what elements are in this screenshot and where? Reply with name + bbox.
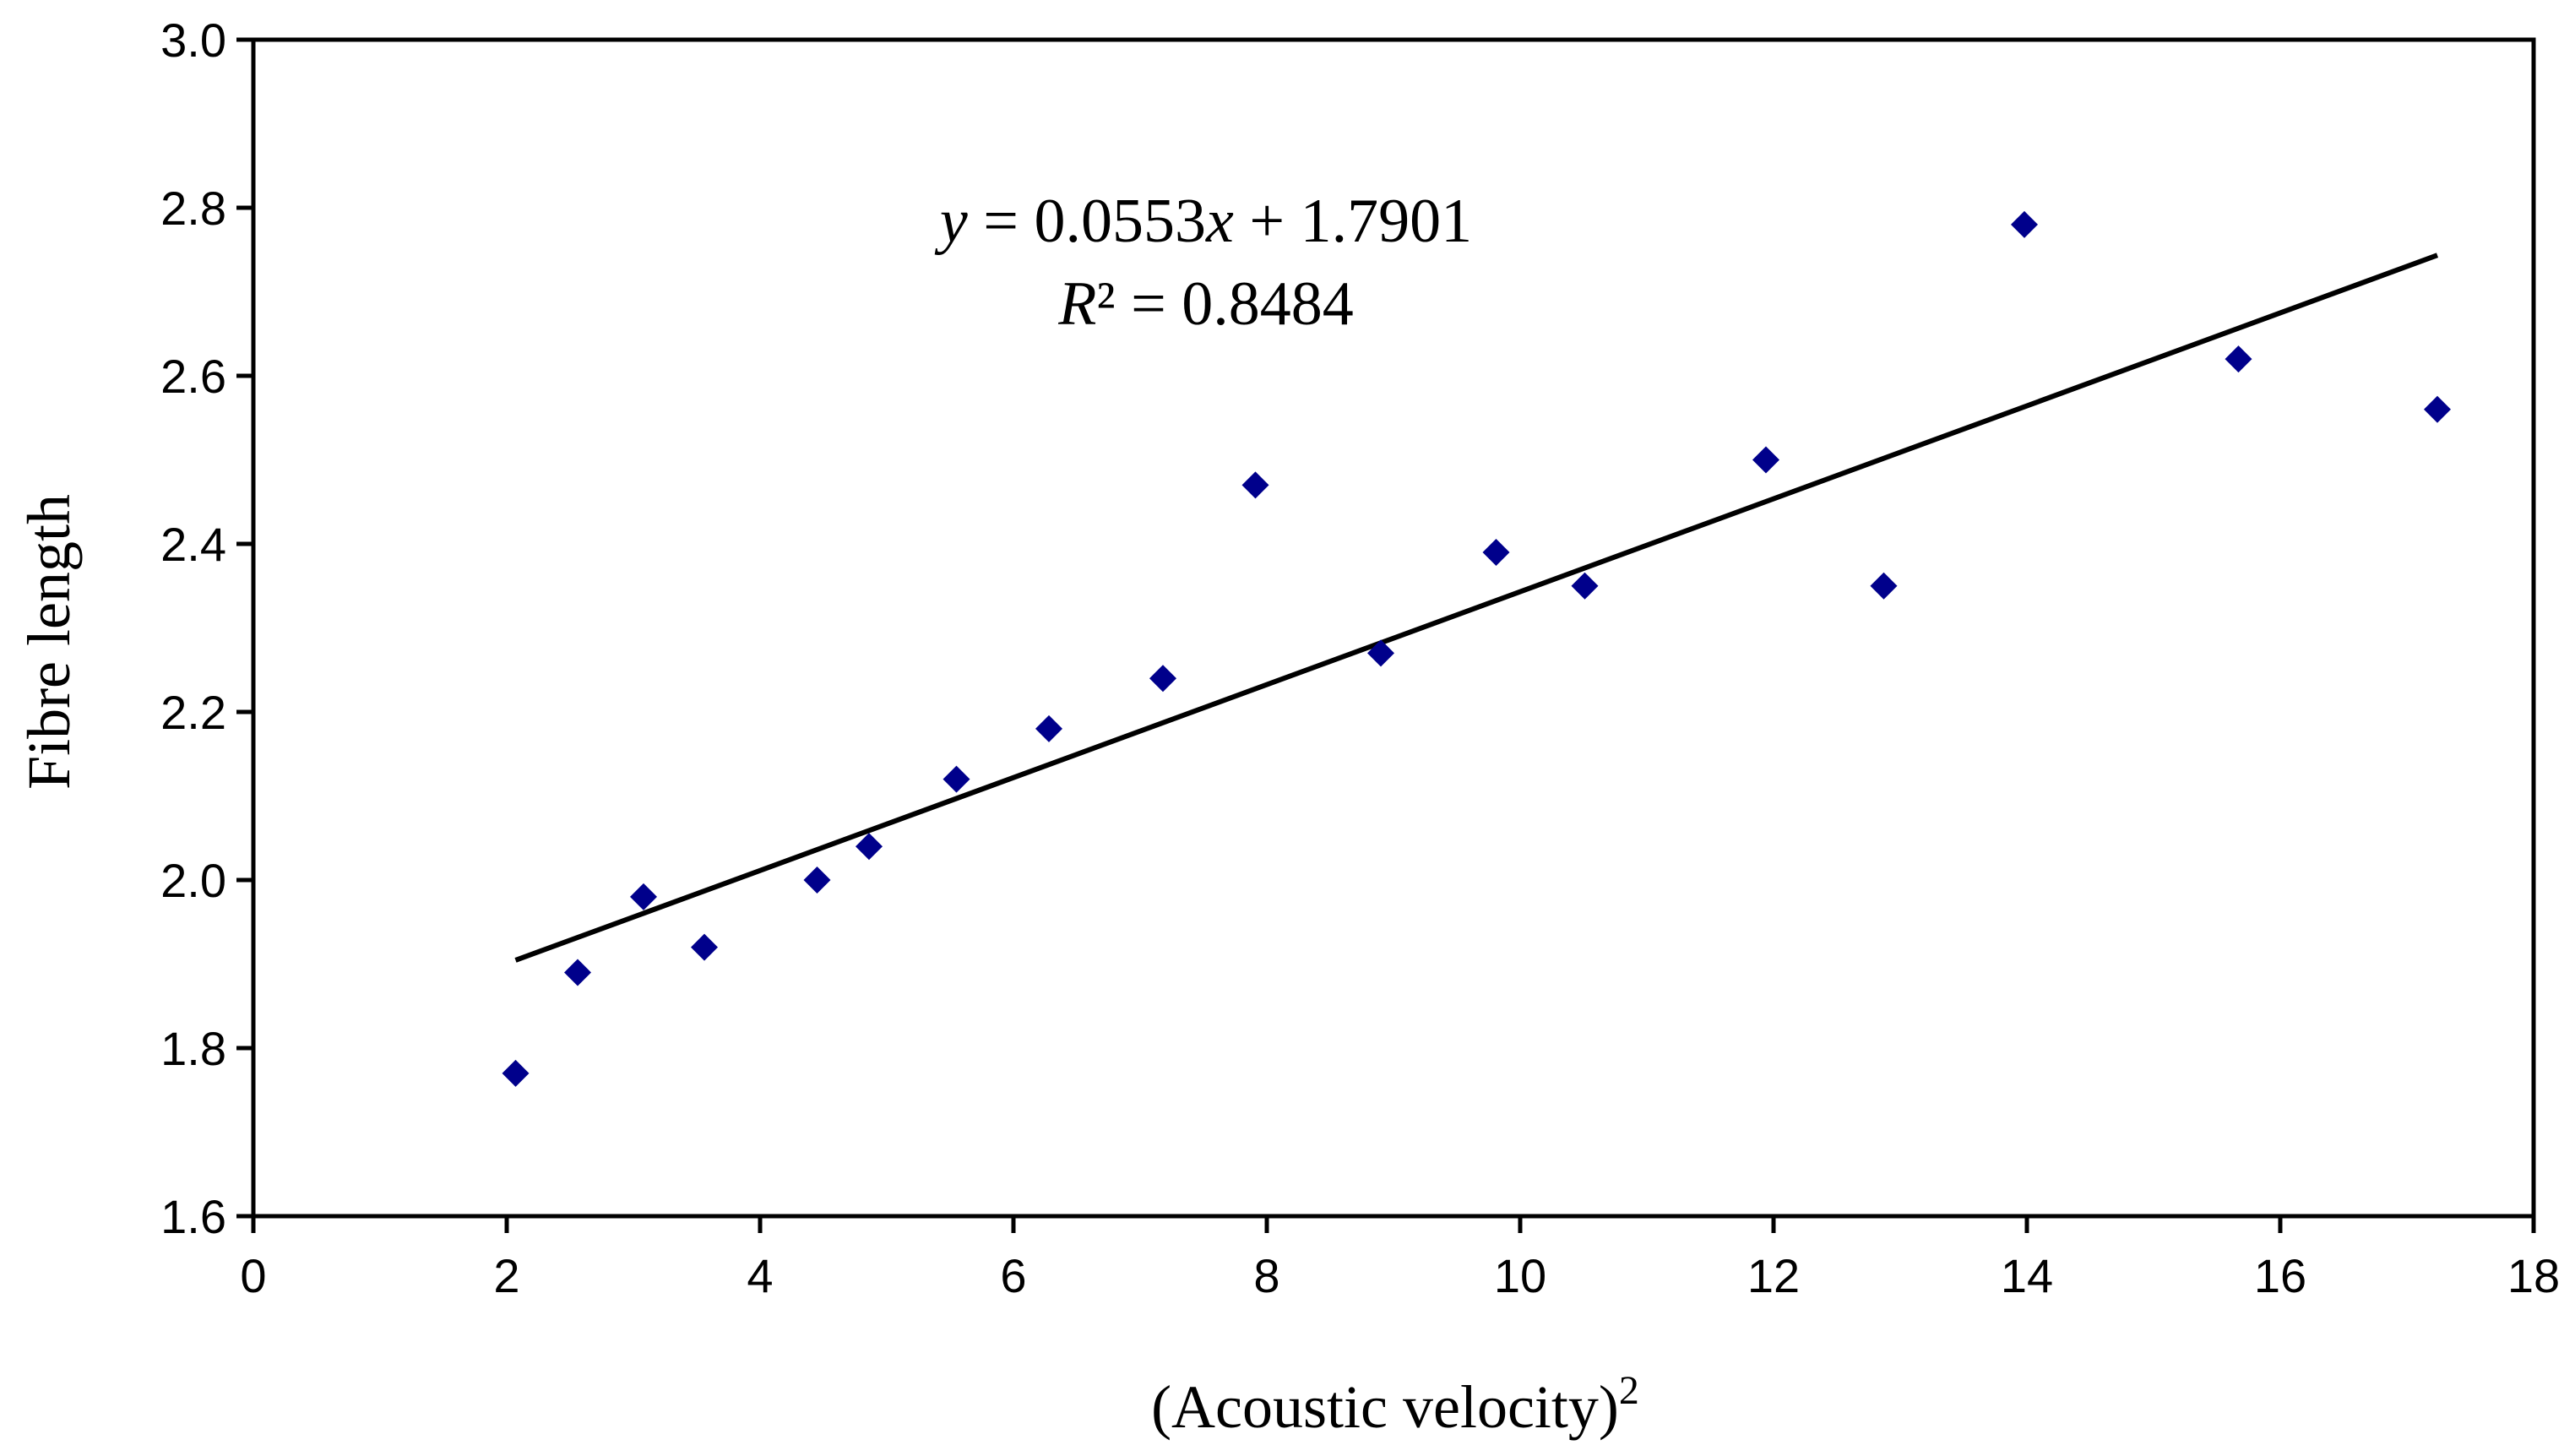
x-tick-label: 12 bbox=[1747, 1249, 1800, 1302]
data-point-diamond bbox=[2225, 345, 2252, 373]
data-point-diamond bbox=[1035, 714, 1062, 742]
x-tick-label: 16 bbox=[2254, 1249, 2306, 1302]
data-point-diamond bbox=[691, 933, 718, 961]
x-tick-label: 0 bbox=[240, 1249, 266, 1302]
x-tick-label: 6 bbox=[1000, 1249, 1026, 1302]
data-point-diamond bbox=[502, 1059, 530, 1087]
y-axis-title: Fibre length bbox=[15, 494, 83, 790]
y-tick-label: 1.6 bbox=[160, 1190, 226, 1243]
trendline-equation: y = 0.0553x + 1.7901 bbox=[934, 187, 1472, 256]
x-tick-label: 14 bbox=[2001, 1249, 2053, 1302]
data-point-diamond bbox=[803, 867, 831, 894]
y-tick-label: 2.4 bbox=[160, 518, 226, 571]
x-tick-label: 2 bbox=[493, 1249, 519, 1302]
data-point-diamond bbox=[2424, 395, 2451, 423]
trendline bbox=[514, 253, 2439, 963]
x-tick-label: 10 bbox=[1494, 1249, 1546, 1302]
data-point-diamond bbox=[630, 883, 657, 910]
data-point-diamond bbox=[943, 765, 970, 793]
y-tick-label: 2.6 bbox=[160, 350, 226, 403]
y-axis-ticks: 1.6 1.8 2.0 2.2 2.4 2.6 2.8 3.0 bbox=[160, 14, 253, 1243]
data-point-diamond bbox=[856, 833, 883, 861]
x-tick-label: 18 bbox=[2507, 1249, 2560, 1302]
x-tick-label: 4 bbox=[747, 1249, 773, 1302]
y-tick-label: 3.0 bbox=[160, 14, 226, 67]
x-tick-label: 8 bbox=[1253, 1249, 1279, 1302]
x-axis-title: (Acoustic velocity)2 bbox=[1151, 1368, 1639, 1441]
r-squared-label: R² = 0.8484 bbox=[1057, 269, 1354, 339]
y-tick-label: 2.8 bbox=[160, 182, 226, 235]
y-tick-label: 2.2 bbox=[160, 686, 226, 739]
plot-area bbox=[251, 37, 2536, 1219]
data-point-diamond bbox=[1482, 538, 1510, 566]
data-point-diamond bbox=[2011, 210, 2038, 238]
data-points bbox=[502, 210, 2451, 1087]
data-point-diamond bbox=[1241, 471, 1269, 499]
data-point-diamond bbox=[1870, 572, 1898, 600]
y-tick-label: 2.0 bbox=[160, 854, 226, 907]
data-point-diamond bbox=[564, 959, 591, 986]
data-point-diamond bbox=[1571, 572, 1599, 600]
y-tick-label: 1.8 bbox=[160, 1022, 226, 1075]
x-axis-ticks: 0 2 4 6 8 10 12 14 16 18 bbox=[240, 1216, 2560, 1302]
data-point-diamond bbox=[1752, 446, 1779, 474]
data-point-diamond bbox=[1367, 639, 1394, 667]
data-point-diamond bbox=[1149, 665, 1176, 693]
